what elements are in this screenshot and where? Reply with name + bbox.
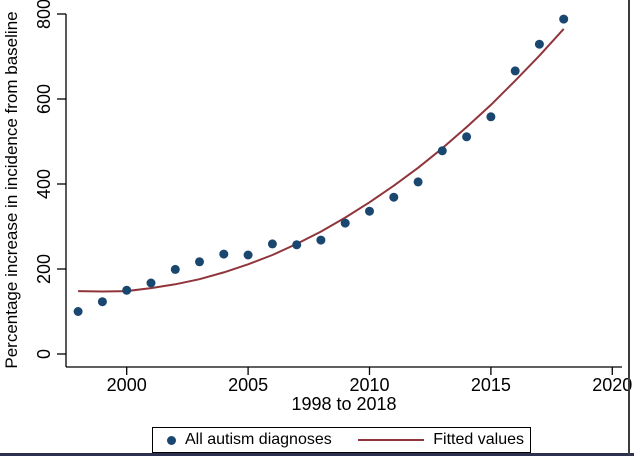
scatter-point xyxy=(219,249,229,259)
scatter-point xyxy=(170,264,180,274)
y-tick-label: 800 xyxy=(34,0,54,29)
x-axis-title: 1998 to 2018 xyxy=(291,394,396,414)
x-tick-label: 2005 xyxy=(228,375,268,395)
scatter-point xyxy=(437,146,447,156)
scatter-point xyxy=(316,235,326,245)
y-tick-label: 600 xyxy=(34,84,54,114)
y-tick-label: 0 xyxy=(34,349,54,359)
axes: 0 200 400 600 800 2000 2005 2010 2015 2020 xyxy=(34,0,632,395)
bottom-border xyxy=(0,453,634,456)
scatter-point xyxy=(559,14,569,24)
scatter-point xyxy=(292,240,302,250)
scatter-point xyxy=(413,177,423,187)
scatter-point xyxy=(510,66,520,76)
scatter-point xyxy=(122,285,132,295)
y-tick-label: 400 xyxy=(34,169,54,199)
fitted-line xyxy=(78,28,565,293)
y-tick-label: 200 xyxy=(34,254,54,284)
x-tick-label: 2010 xyxy=(349,375,389,395)
scatter-point xyxy=(97,297,107,307)
scatter-point xyxy=(462,132,472,142)
scatter-point xyxy=(267,239,277,249)
scatter-point xyxy=(243,250,253,260)
legend-label-diagnoses: All autism diagnoses xyxy=(185,431,332,448)
legend: All autism diagnoses Fitted values xyxy=(152,427,531,453)
x-tick-label: 2000 xyxy=(107,375,147,395)
scatter-point xyxy=(146,278,156,288)
scatter-point xyxy=(486,112,496,122)
scatter-point xyxy=(534,39,544,49)
scatter-point xyxy=(340,218,350,228)
scatter-marker-icon xyxy=(167,435,176,445)
right-border xyxy=(628,0,630,456)
x-tick-label: 2015 xyxy=(471,375,511,395)
scatter-point xyxy=(195,257,204,267)
scatter-point xyxy=(389,192,399,202)
y-axis-title: Percentage increase in incidence from ba… xyxy=(2,11,21,368)
legend-label-fitted: Fitted values xyxy=(433,431,524,448)
x-tick-label: 2020 xyxy=(592,375,632,395)
scatter-point xyxy=(73,307,83,316)
scatter-point xyxy=(365,206,374,216)
series-layer xyxy=(73,14,569,316)
fitted-line-icon xyxy=(358,439,425,441)
